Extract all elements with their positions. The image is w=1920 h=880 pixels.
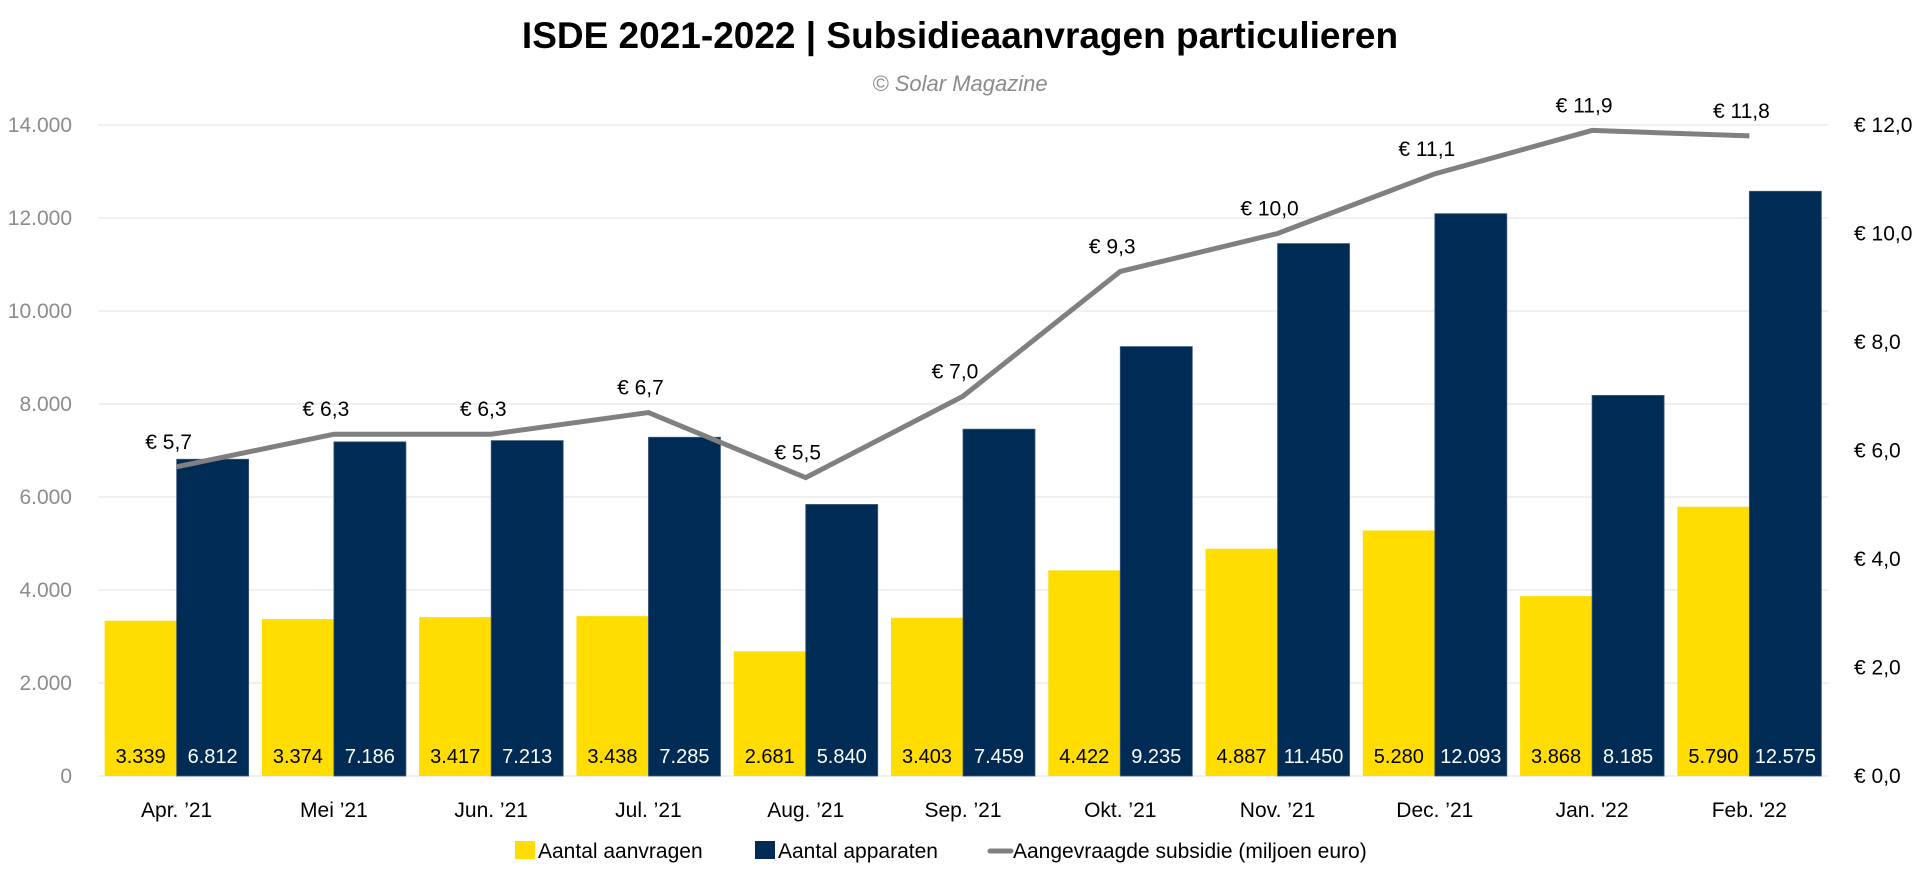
bar-label-aanvragen: 3.374 [273,746,323,768]
bar-label-apparaten: 6.812 [188,746,238,768]
bar-label-apparaten: 12.093 [1440,746,1501,768]
line-data-label: € 11,1 [1398,138,1455,161]
legend-label-aanvragen: Aantal aanvragen [538,840,703,863]
y-left-tick-label: 10.000 [8,300,72,323]
chart-title: ISDE 2021-2022 | Subsidieaanvragen parti… [522,15,1398,57]
bar-label-apparaten: 11.450 [1284,746,1344,768]
bar-aantal-aanvragen [261,619,334,776]
bar-label-apparaten: 7.459 [974,746,1024,768]
bar-label-apparaten: 5.840 [817,746,867,768]
line-data-label: € 6,3 [460,398,507,421]
subsidy-line [176,127,1750,481]
bar-aantal-aanvragen [1362,530,1435,776]
legend-label-subsidie: Aangevraagde subsidie (miljoen euro) [1013,840,1367,863]
y-left-tick-label: 6.000 [19,486,72,509]
bar-aantal-apparaten [1748,190,1822,777]
bar-aantal-apparaten [648,436,721,777]
bar-label-apparaten: 9.235 [1131,746,1181,768]
bar-label-apparaten: 7.186 [345,746,395,768]
y-right-tick-label: € 0,0 [1854,765,1901,788]
line-data-label: € 6,7 [617,377,664,400]
bar-aantal-aanvragen [576,616,649,776]
line-data-labels: € 5,7 € 6,3 € 6,3 € 6,7 € 5,5 € 7,0 € 9,3 € 10,… [145,94,1770,464]
line-data-label: € 6,3 [303,398,350,421]
line-data-label: € 5,7 [145,431,192,454]
y-left-tick-label: 2.000 [19,672,72,695]
y-right-tick-label: € 12,0 [1854,114,1912,137]
bars [104,190,1822,777]
line-data-label: € 7,0 [932,360,979,383]
line-data-label: € 5,5 [774,442,821,465]
bar-aantal-apparaten [1119,346,1193,777]
y-right-tick-label: € 2,0 [1854,657,1901,680]
x-tick-label: Dec. ’21 [1396,799,1473,822]
y-left-tick-label: 8.000 [19,393,72,416]
bar-aantal-aanvragen [1205,548,1278,776]
bar-aantal-apparaten [1434,213,1508,777]
bar-aantal-apparaten [490,440,564,777]
y-right-tick-label: € 8,0 [1854,331,1901,354]
bar-label-aanvragen: 3.868 [1531,746,1581,768]
x-tick-label: Okt. ’21 [1084,799,1156,822]
bar-label-aanvragen: 3.417 [430,746,480,768]
y-right-tick-label: € 4,0 [1854,548,1901,571]
bar-aantal-apparaten [805,504,879,777]
line-data-label: € 9,3 [1089,235,1136,258]
line-data-label: € 11,9 [1556,94,1613,117]
y-left-tick-label: 14.000 [8,114,72,137]
bar-aantal-aanvragen [1048,570,1121,776]
x-tick-label: Sep. ’21 [924,799,1001,822]
x-tick-label: Mei ’21 [300,799,368,822]
bar-label-aanvragen: 3.403 [902,746,952,768]
bar-data-labels: 3.339 6.812 3.374 7.186 3.417 7.213 3.438 7.285… [116,746,1816,768]
y-left-tick-label: 12.000 [8,207,72,230]
bar-aantal-aanvragen [104,620,177,776]
x-tick-label: Nov. ’21 [1240,799,1315,822]
bar-label-aanvragen: 3.339 [116,746,166,768]
legend: Aantal aanvragen Aantal apparaten Aangev… [515,840,1367,863]
y-right-tick-label: € 10,0 [1854,223,1912,246]
bar-aantal-apparaten [1277,243,1350,777]
bar-label-aanvragen: 2.681 [745,746,795,768]
bar-aantal-aanvragen [733,651,806,776]
legend-label-apparaten: Aantal apparaten [778,840,938,863]
y-left-tick-label: 4.000 [19,579,72,602]
bar-label-aanvragen: 4.887 [1217,746,1267,768]
x-tick-label: Apr. ’21 [141,799,212,822]
bar-aantal-aanvragen [1520,596,1593,776]
bar-label-apparaten: 8.185 [1603,746,1653,768]
bar-label-apparaten: 7.285 [659,746,709,768]
bar-aantal-apparaten [1591,394,1665,777]
bar-label-aanvragen: 5.790 [1688,746,1738,768]
x-tick-label: Feb. '22 [1712,799,1787,822]
legend-swatch-aanvragen [515,841,535,859]
x-tick-label: Jul. ’21 [615,799,682,822]
y-axis-right: € 0,0 € 2,0 € 4,0 € 6,0 € 8,0 € 10,0 € 12,0 [1854,114,1912,788]
bar-aantal-aanvragen [891,617,963,776]
line-data-label: € 11,8 [1713,100,1770,123]
y-left-tick-label: 0 [60,765,72,788]
bar-label-aanvragen: 5.280 [1374,746,1424,768]
chart-subtitle: © Solar Magazine [872,71,1047,96]
bar-label-aanvragen: 4.422 [1059,746,1109,768]
bar-label-aanvragen: 3.438 [587,746,637,768]
x-tick-label: Aug. ’21 [767,799,844,822]
y-axis-left: 0 2.000 4.000 6.000 8.000 10.000 12.000 14.000 [8,114,72,788]
bar-label-apparaten: 7.213 [502,746,552,768]
bar-aantal-apparaten [333,441,407,777]
y-right-tick-label: € 6,0 [1854,440,1901,463]
x-tick-label: Jan. '22 [1556,799,1629,822]
bar-aantal-apparaten [962,428,1036,777]
x-axis: Apr. ’21 Mei ’21 Jun. ’21 Jul. ’21 Aug. ’21 S… [141,799,1787,822]
bar-label-apparaten: 12.575 [1755,746,1816,768]
line-data-label: € 10,0 [1240,198,1298,221]
bar-aantal-aanvragen [1677,506,1750,776]
bar-aantal-aanvragen [419,617,492,776]
bar-aantal-apparaten [176,458,250,777]
line-subsidie [176,127,1750,481]
legend-swatch-apparaten [755,841,775,859]
x-tick-label: Jun. ’21 [454,799,528,822]
